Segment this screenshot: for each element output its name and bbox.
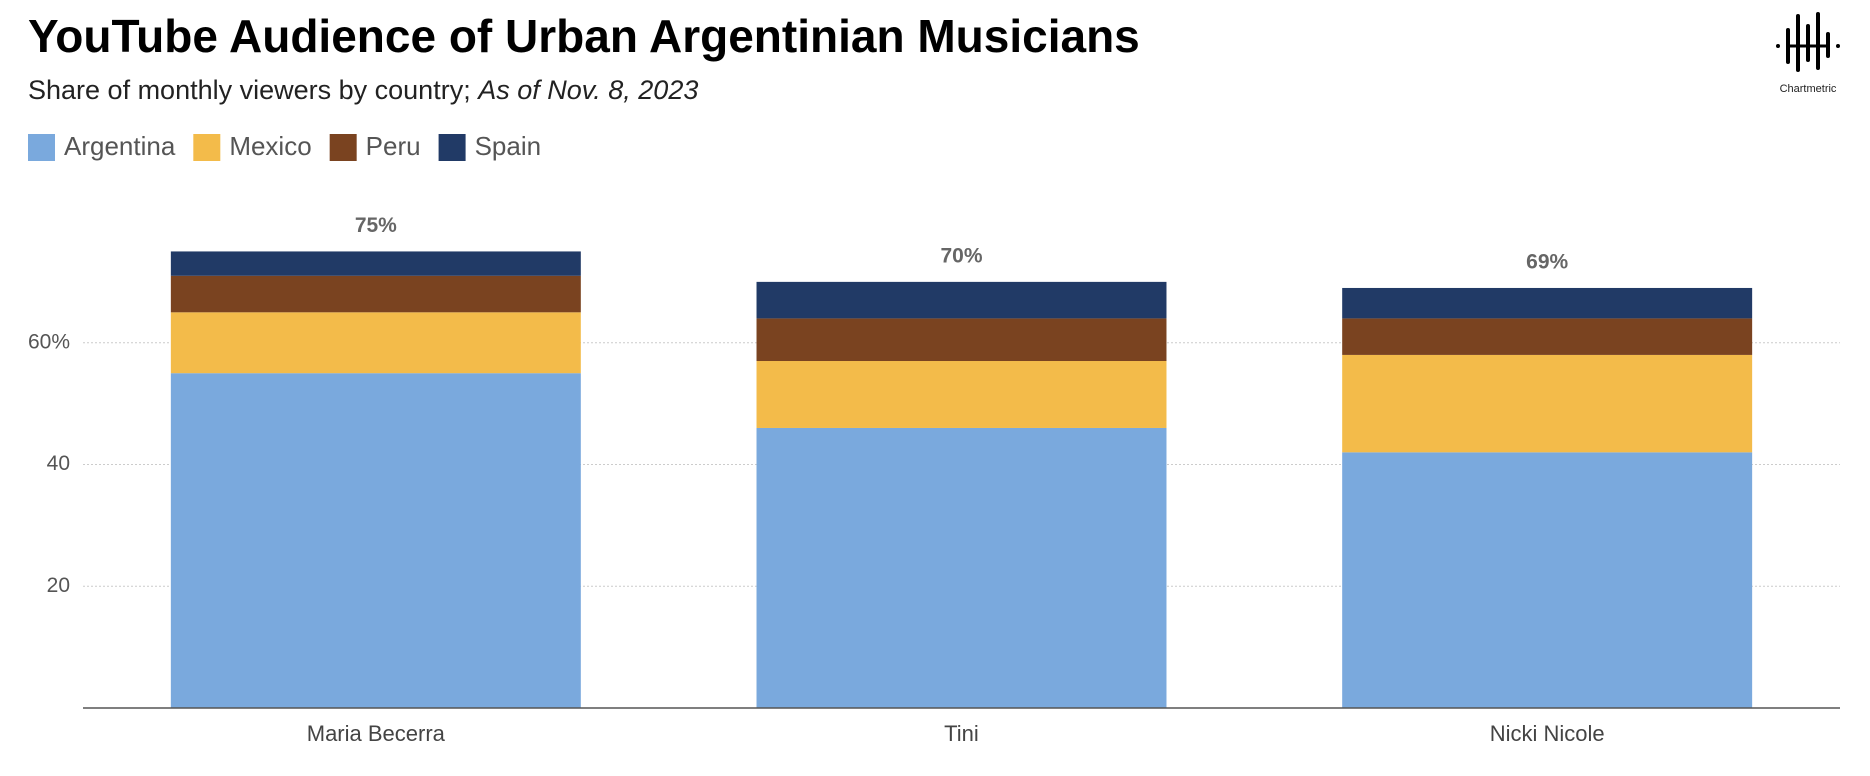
bar-segment xyxy=(1342,354,1753,453)
legend-label: Peru xyxy=(366,131,421,161)
logo xyxy=(1776,12,1840,72)
x-tick-label: Nicki Nicole xyxy=(1490,721,1605,746)
y-tick-label: 40 xyxy=(47,452,70,475)
bar-segment xyxy=(756,361,1167,428)
legend-label: Argentina xyxy=(64,131,176,161)
bar-segment xyxy=(756,318,1167,362)
bar-segment xyxy=(170,275,581,313)
y-tick-label: 20 xyxy=(47,574,70,597)
brand: Chartmetric xyxy=(1780,83,1837,95)
bar-segment xyxy=(756,427,1167,708)
legend-label: Mexico xyxy=(229,131,311,161)
subtitle-note: As of Nov. 8, 2023 xyxy=(476,75,698,105)
legend-label: Spain xyxy=(475,131,542,161)
total-label: 69% xyxy=(1526,251,1568,274)
x-tick-label: Tini xyxy=(944,721,979,746)
legend-swatch xyxy=(329,134,357,161)
legend-swatch xyxy=(28,134,55,161)
y-tick-label: 60% xyxy=(28,330,70,353)
total-label: 70% xyxy=(940,244,982,267)
total-label: 75% xyxy=(355,214,397,237)
bar-segment xyxy=(756,281,1167,319)
chart-title: YouTube Audience of Urban Argentinian Mu… xyxy=(28,10,1140,62)
bar-segment xyxy=(1342,318,1753,355)
bar-segment xyxy=(170,251,581,276)
chart-subtitle: Share of monthly viewers by country; As … xyxy=(28,75,698,105)
bar-segment xyxy=(1342,287,1753,319)
bar-segment xyxy=(170,373,581,708)
subtitle: Share of monthly viewers by country; xyxy=(28,75,471,105)
legend-swatch xyxy=(438,134,466,161)
bar-segment xyxy=(170,312,581,374)
bar-segment xyxy=(1342,452,1753,708)
x-tick-label: Maria Becerra xyxy=(307,721,446,746)
legend-swatch xyxy=(193,134,221,161)
